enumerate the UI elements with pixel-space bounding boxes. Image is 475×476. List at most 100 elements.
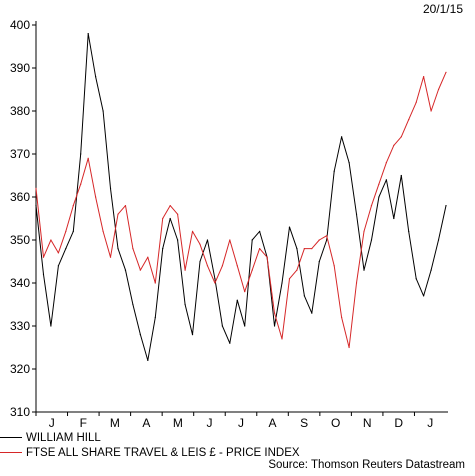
series-0-point-3	[57, 265, 59, 267]
y-tick-label-370: 370	[10, 147, 30, 161]
series-0-point-24	[214, 278, 216, 280]
series-0-point-41	[341, 136, 343, 138]
series-0-point-35	[296, 248, 298, 250]
series-1-point-42	[348, 346, 350, 349]
legend-item-ftse-travel: FTSE ALL SHARE TRAVEL & LEIS £ - PRICE I…	[0, 445, 475, 460]
chart-date: 20/1/15	[422, 2, 463, 16]
y-tick-label-310: 310	[10, 405, 30, 419]
series-0-point-29	[251, 239, 253, 241]
series-1-point-47	[385, 162, 387, 164]
series-1-point-37	[311, 248, 313, 250]
series-1-point-51	[415, 101, 417, 103]
x-tick-label-7: A	[269, 416, 277, 430]
chart-source: Source: Thomson Reuters Datastream	[268, 459, 465, 471]
series-1-point-0	[35, 187, 37, 189]
series-1-point-50	[408, 119, 410, 121]
x-tick-label-3: A	[142, 416, 150, 430]
x-tick-label-4: M	[173, 416, 183, 430]
x-tick-label-8: S	[300, 416, 308, 430]
series-0-point-38	[318, 260, 320, 263]
series-0-point-9	[102, 110, 104, 112]
series-1-point-4	[65, 230, 67, 232]
series-1-point-36	[303, 248, 305, 250]
series-0-point-39	[326, 239, 328, 241]
x-tick-label-2: M	[110, 416, 120, 430]
series-0-point-55	[445, 205, 447, 207]
series-1-point-6	[80, 183, 82, 185]
series-1-point-28	[244, 291, 246, 293]
series-0-point-37	[311, 312, 313, 314]
series-0-point-40	[333, 170, 335, 172]
series-1-point-11	[117, 213, 119, 215]
chart-plot-svg: 400 390 380 370 360 350 340 330 320 310 J F M A M J J A S O…	[10, 18, 448, 430]
series-line-0	[35, 33, 447, 361]
series-0-point-47	[385, 179, 387, 181]
series-1-point-38	[318, 239, 320, 241]
series-1-point-5	[72, 205, 74, 207]
series-1-point-49	[400, 136, 402, 138]
series-1-point-23	[206, 265, 209, 267]
series-0-point-53	[430, 269, 432, 271]
series-1-point-44	[363, 230, 365, 232]
y-tick-label-340: 340	[10, 276, 30, 290]
y-tick-label-320: 320	[10, 362, 30, 376]
series-1-point-48	[393, 144, 395, 146]
series-1-point-53	[430, 110, 432, 112]
series-0-point-21	[191, 334, 194, 336]
series-1-point-22	[199, 243, 201, 245]
series-0-point-36	[303, 295, 305, 297]
series-1-point-24	[214, 282, 216, 284]
series-1-point-9	[102, 230, 104, 232]
legend-swatch-ftse-travel	[0, 452, 22, 453]
series-0-point-16	[154, 316, 156, 318]
series-1-point-45	[370, 205, 373, 207]
series-0-point-49	[400, 174, 402, 177]
series-0-point-12	[124, 269, 127, 271]
series-1-point-14	[139, 269, 141, 271]
series-1-point-30	[259, 248, 261, 250]
series-1-point-33	[281, 338, 283, 340]
series-1-point-3	[57, 252, 59, 254]
series-1-point-27	[236, 265, 238, 267]
series-0-point-44	[363, 269, 365, 271]
series-1-point-46	[378, 183, 380, 185]
series-1-point-21	[191, 230, 194, 232]
series-0-point-28	[244, 325, 246, 327]
series-1-point-32	[273, 312, 276, 314]
series-0-point-43	[355, 213, 358, 215]
series-1-point-15	[147, 256, 149, 258]
x-tick-label-6: J	[238, 416, 244, 430]
series-0-point-18	[169, 217, 171, 220]
series-0-point-0	[35, 205, 37, 207]
series-0-point-13	[132, 303, 134, 306]
series-0-point-27	[236, 299, 238, 301]
series-0-point-42	[348, 162, 350, 164]
series-1-point-29	[251, 269, 253, 271]
series-1-point-18	[169, 205, 171, 207]
series-0-point-19	[177, 239, 179, 241]
series-0-point-1	[42, 273, 45, 275]
x-tick-label-0: J	[49, 416, 55, 430]
series-1-point-10	[109, 256, 112, 258]
series-1-point-16	[154, 282, 156, 284]
chart-legend: WILLIAM HILL FTSE ALL SHARE TRAVEL & LEI…	[0, 430, 475, 460]
series-1-point-20	[184, 269, 186, 271]
series-1-point-55	[445, 71, 447, 73]
series-0-point-15	[147, 359, 149, 361]
series-0-point-25	[221, 325, 223, 327]
series-1-point-35	[296, 269, 298, 271]
series-0-point-50	[408, 230, 410, 232]
series-1-point-40	[333, 265, 335, 267]
series-0-point-32	[273, 325, 276, 327]
x-tick-label-1: F	[80, 416, 87, 430]
series-0-point-8	[95, 76, 97, 78]
series-0-point-2	[50, 325, 52, 327]
series-1-point-12	[124, 205, 127, 207]
y-tick-label-400: 400	[10, 18, 30, 32]
series-1-point-52	[423, 76, 425, 78]
x-tick-label-11: D	[394, 416, 403, 430]
series-1-point-39	[326, 235, 328, 237]
series-0-point-34	[288, 226, 291, 228]
series-0-point-33	[281, 282, 283, 284]
